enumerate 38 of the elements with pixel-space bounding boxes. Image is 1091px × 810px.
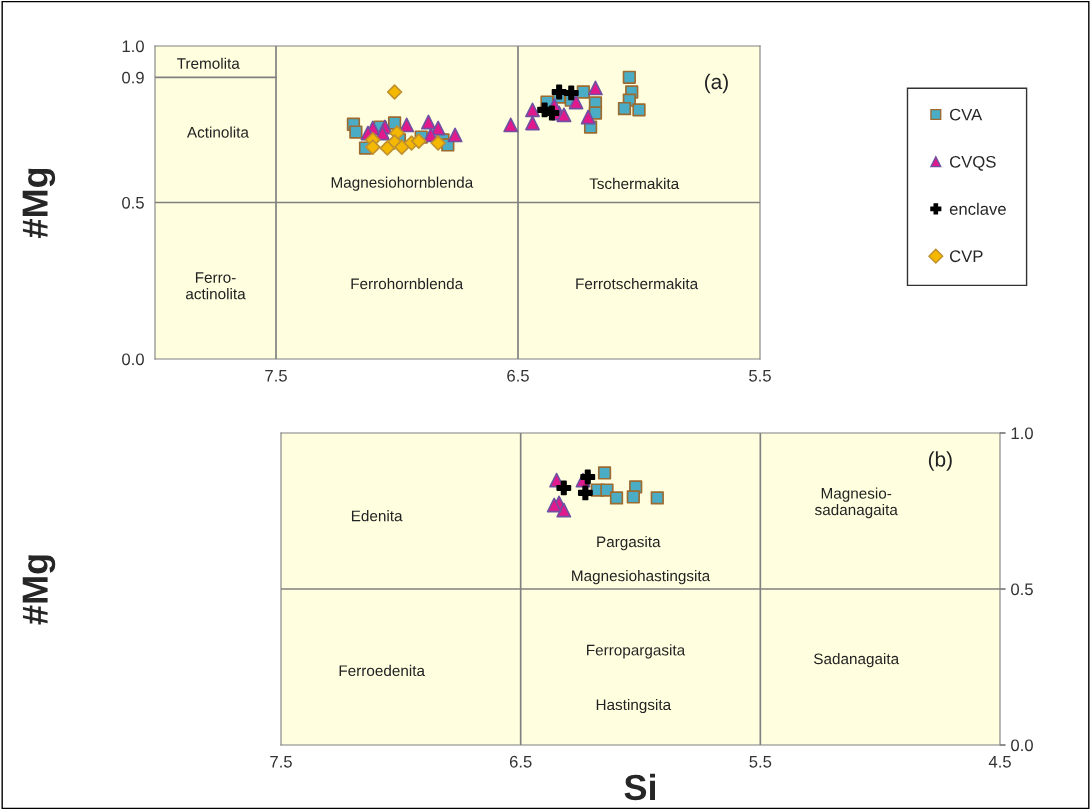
annotation: Tremolita xyxy=(177,57,240,69)
y-axis-title: #Mg xyxy=(22,168,56,238)
x-tick-label: 6.5 xyxy=(509,755,532,768)
annotation: Ferrohornblenda xyxy=(351,278,464,290)
annotation: Sadanagaita xyxy=(814,653,900,668)
annotation: Ferro- actinolita xyxy=(186,272,246,300)
y-tick-label: 0.0 xyxy=(1011,739,1033,752)
x-axis-title: Si xyxy=(624,773,655,801)
y-tick-label: 0.5 xyxy=(122,196,144,209)
annotation: Magnesio- sadanagaita xyxy=(815,487,898,519)
annotation: Ferroedenita xyxy=(339,664,425,677)
y-tick-label: 0.9 xyxy=(122,71,144,84)
x-tick-label: 7.5 xyxy=(270,756,292,768)
annotation: Actinolita xyxy=(186,126,249,138)
legend-label: CVP xyxy=(950,250,983,263)
annotation: Hastingsita xyxy=(596,698,672,714)
legend-label: CVQS xyxy=(950,155,996,171)
legend-label: CVA xyxy=(950,108,983,121)
y-tick-label: 0.5 xyxy=(1011,583,1033,596)
x-tick-label: 5.5 xyxy=(749,370,771,382)
annotation: Magnesiohornblenda xyxy=(331,176,474,191)
annotation: Magnesiohastingsita xyxy=(572,570,711,585)
x-tick-label: 7.5 xyxy=(265,370,287,382)
y-tick-label: 1.0 xyxy=(122,40,144,53)
annotation: Ferrotschermakita xyxy=(576,278,699,290)
annotation: Pargasita xyxy=(597,536,661,551)
legend-label: enclave xyxy=(949,202,1006,215)
y-axis-title: #Mg xyxy=(22,555,56,625)
y-tick-label: 0.0 xyxy=(122,353,144,366)
annotation: (b) xyxy=(928,451,952,471)
x-tick-label: 5.5 xyxy=(749,756,772,768)
annotation: Tschermakita xyxy=(589,177,680,190)
annotation: Edenita xyxy=(351,510,403,522)
x-tick-label: 4.5 xyxy=(988,756,1011,768)
annotation: (a) xyxy=(705,73,728,94)
annotation: Ferropargasita xyxy=(587,644,686,659)
x-tick-label: 6.5 xyxy=(507,369,529,382)
y-tick-label: 1.0 xyxy=(1011,427,1033,440)
